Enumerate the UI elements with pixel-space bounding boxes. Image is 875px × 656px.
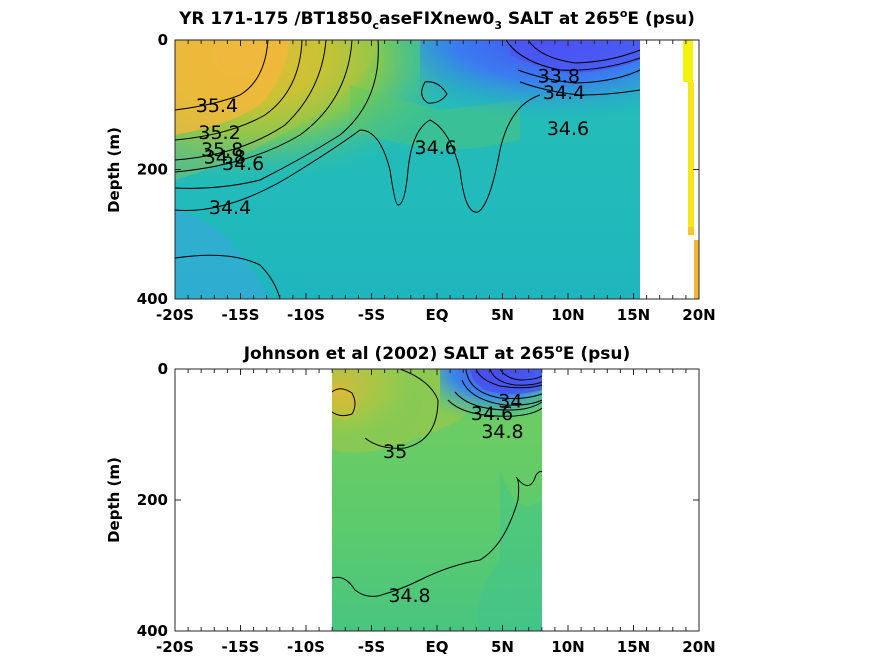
bottom-contour-label: 34.8 (388, 585, 430, 607)
top-contour-label: 35.4 (196, 95, 238, 117)
bottom-y-tick-label: 200 (137, 491, 168, 509)
bottom-x-tick-labels: -20S -15S -10S -5S EQ 5N 10N 15N 20N (156, 638, 716, 656)
bottom-contour-label: 34.6 (471, 403, 513, 425)
bottom-x-tick-label: -5S (358, 638, 385, 656)
top-x-tick-label: -15S (222, 306, 260, 324)
top-contour-label: 34.4 (209, 197, 251, 219)
top-contours (175, 40, 641, 299)
bottom-x-tick-label: EQ (426, 638, 449, 656)
top-contour-label: 35.2 (198, 122, 240, 144)
bottom-y-tick-label: 400 (137, 622, 168, 640)
top-contour-label: 34.4 (543, 82, 585, 104)
bottom-y-tick-label: 0 (158, 360, 168, 378)
top-y-tick-label: 200 (137, 161, 168, 179)
top-x-tick-labels: -20S -15S -10S -5S EQ 5N 10N 15N 20N (156, 306, 716, 324)
top-panel-title: YR 171-175 /BT1850caseFIXnew03 SALT at 2… (178, 7, 695, 32)
bottom-x-tick-label: 5N (491, 638, 514, 656)
bottom-y-axis-label: Depth (m) (105, 457, 123, 543)
bottom-y-tick-labels: 0 200 400 (137, 360, 168, 640)
top-x-tick-label: -20S (156, 306, 194, 324)
bottom-salinity-field (331, 369, 543, 631)
bottom-x-tick-label: 10N (551, 638, 584, 656)
bottom-contour-label: 35 (383, 441, 407, 463)
top-y-axis-label: Depth (m) (105, 127, 123, 213)
top-contour-labels: 35.435.235.834.834.634.434.633.834.434.6 (196, 66, 589, 219)
bottom-tick-marks (174, 368, 700, 632)
bottom-contour-label: 34.8 (481, 421, 523, 443)
top-salinity-field (175, 40, 699, 299)
top-contour-label: 35.8 (201, 139, 243, 161)
top-y-tick-labels: 0 200 400 (137, 31, 168, 308)
top-contour-label: 34.6 (547, 118, 589, 140)
top-contour-label: 34.8 (204, 147, 246, 169)
top-panel: YR 171-175 /BT1850caseFIXnew03 SALT at 2… (105, 7, 716, 324)
bottom-panel-title: Johnson et al (2002) SALT at 265oE (psu) (243, 342, 631, 364)
top-x-tick-label: 20N (682, 306, 715, 324)
top-x-tick-label: -5S (358, 306, 385, 324)
top-x-tick-label: 5N (491, 306, 514, 324)
bottom-contour-label: 34 (498, 390, 522, 412)
bottom-panel: Johnson et al (2002) SALT at 265oE (psu) (105, 342, 716, 656)
top-y-tick-label: 400 (137, 290, 168, 308)
bottom-x-tick-label: -20S (156, 638, 194, 656)
top-x-tick-label: 10N (551, 306, 584, 324)
top-contour-label: 34.6 (415, 137, 457, 159)
top-contour-label: 33.8 (538, 66, 580, 88)
top-x-tick-label: 15N (617, 306, 650, 324)
top-contour-label: 34.6 (222, 153, 264, 175)
top-x-tick-label: -10S (287, 306, 325, 324)
bottom-x-tick-label: -10S (287, 638, 325, 656)
bottom-x-tick-label: -15S (222, 638, 260, 656)
top-x-tick-label: EQ (426, 306, 449, 324)
bottom-contours (331, 369, 543, 597)
bottom-x-tick-label: 20N (682, 638, 715, 656)
top-y-tick-label: 0 (158, 31, 168, 49)
bottom-x-tick-label: 15N (617, 638, 650, 656)
top-tick-marks (174, 39, 700, 300)
